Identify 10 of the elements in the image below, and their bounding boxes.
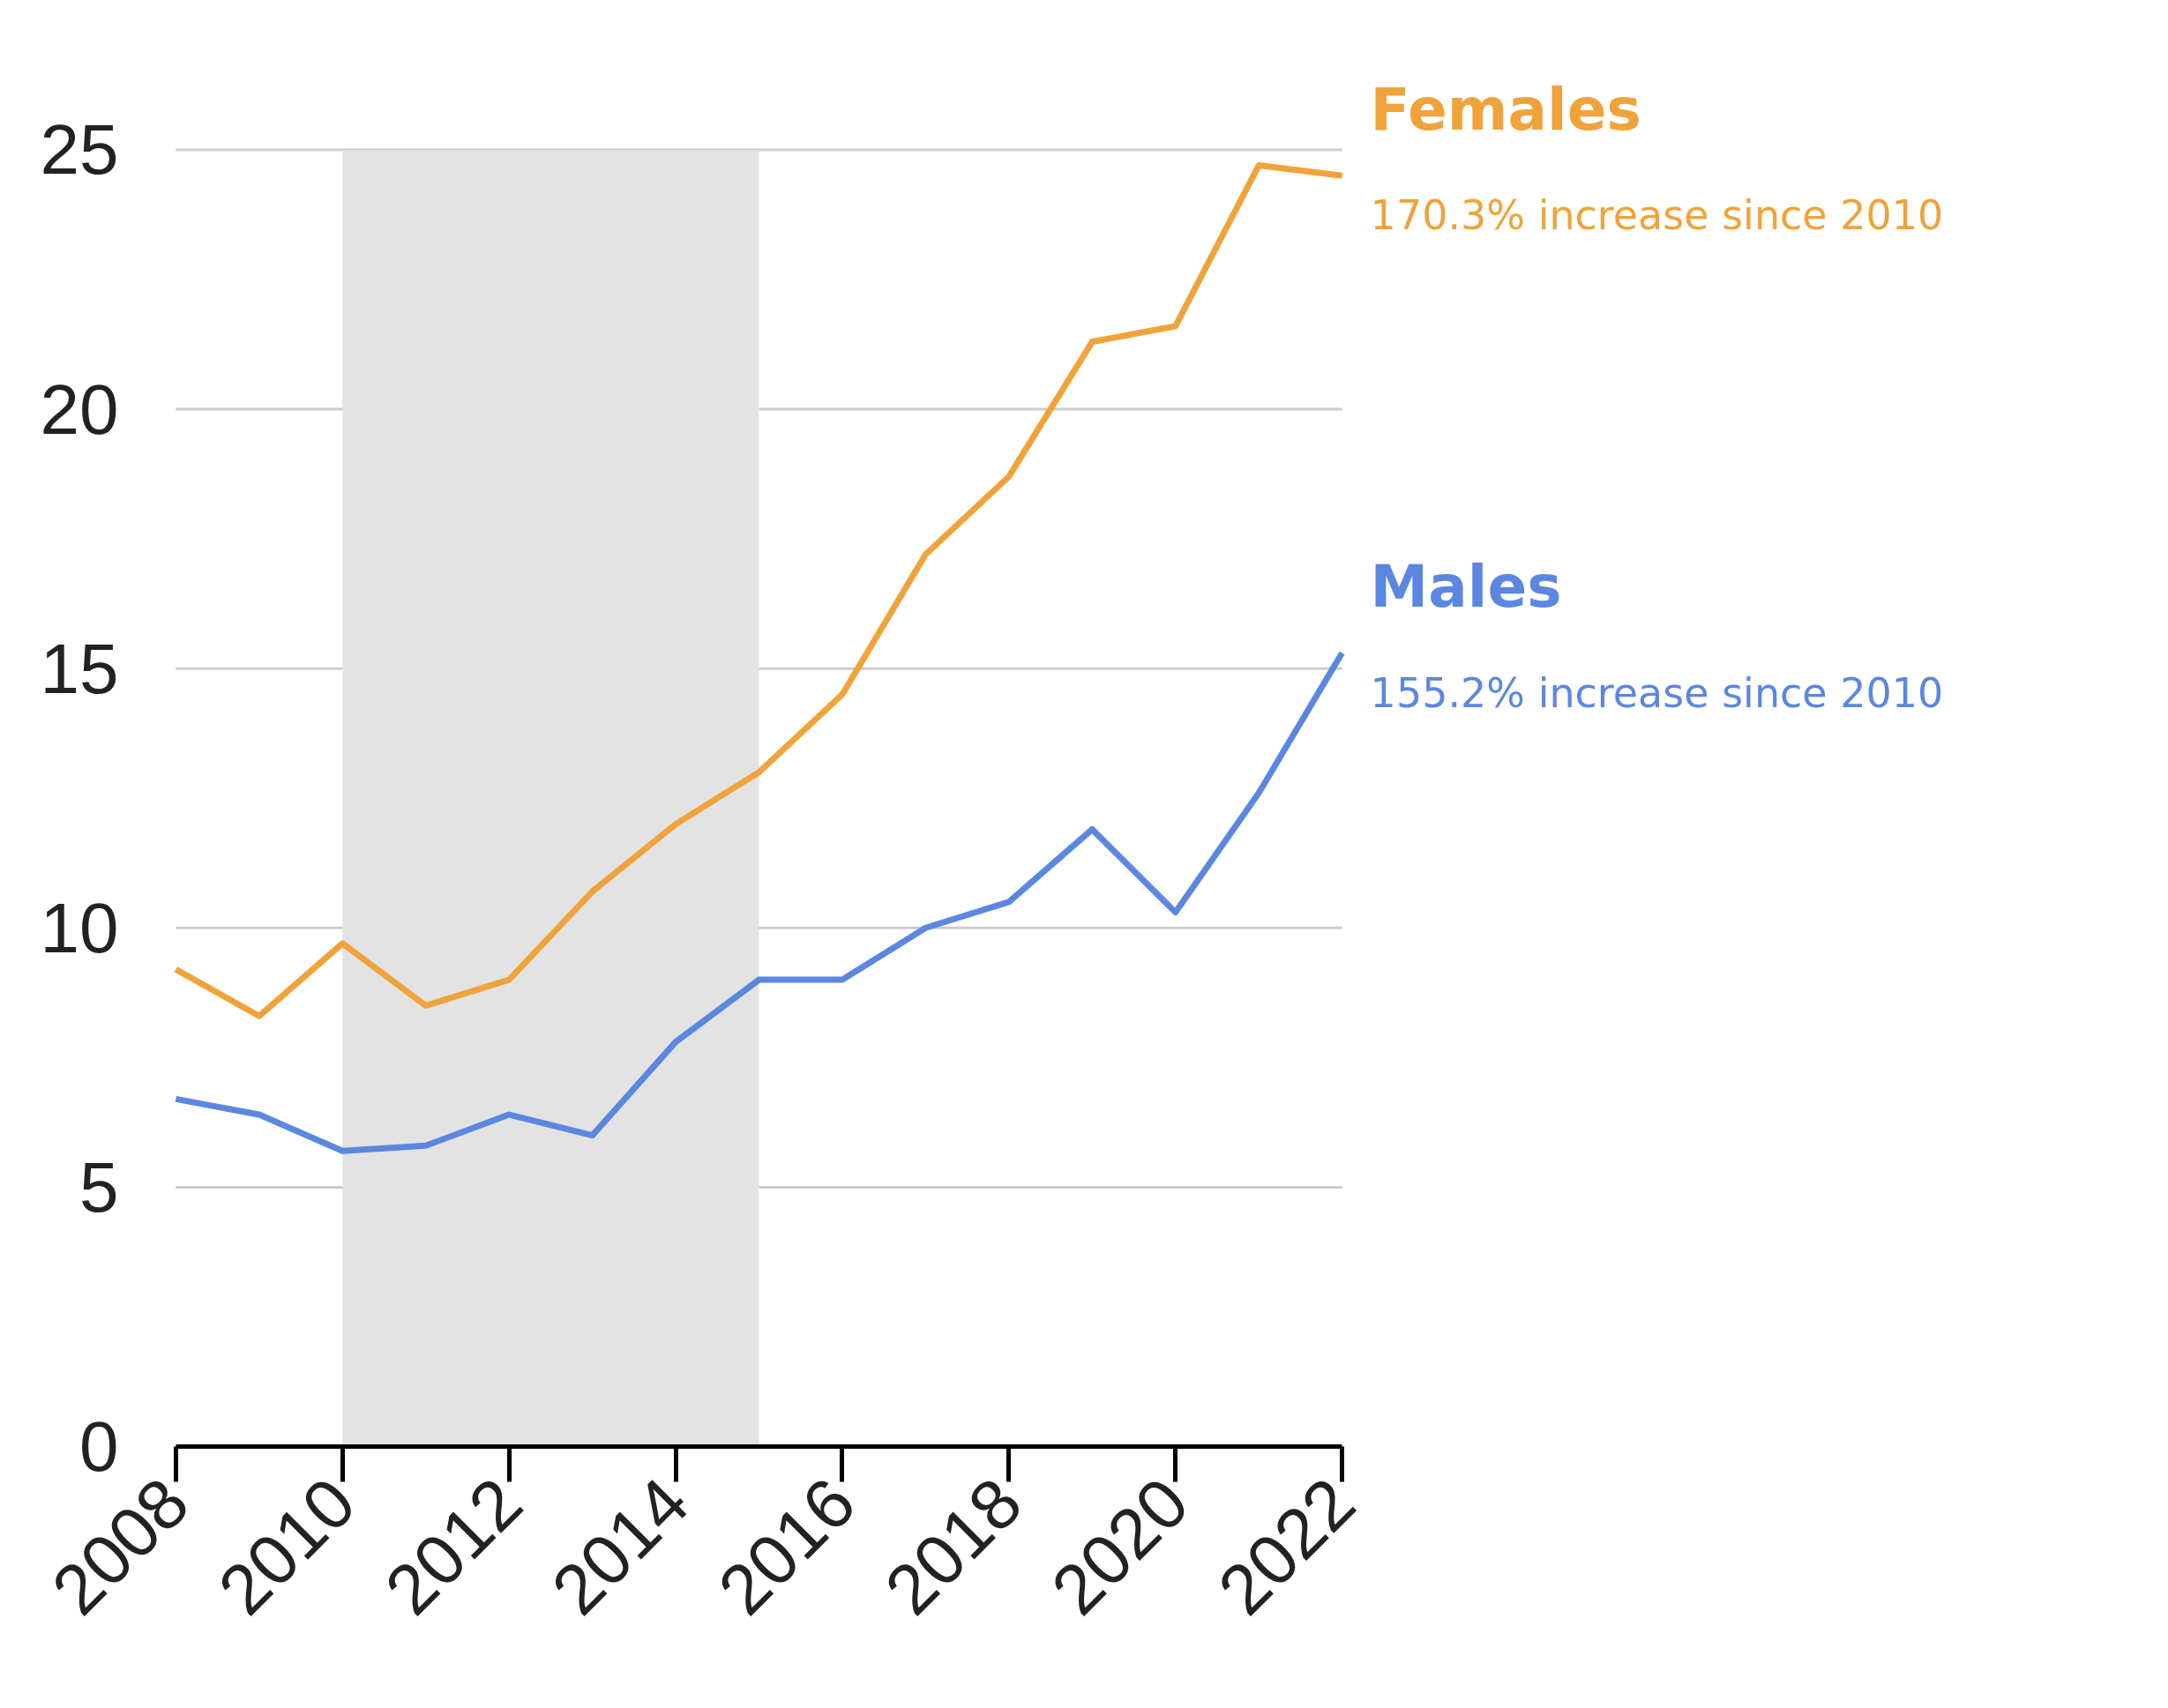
y-tick-label: 10 <box>40 888 119 967</box>
y-tick-label: 0 <box>79 1407 119 1486</box>
series-label: Males <box>1370 553 1562 621</box>
y-tick-label: 5 <box>79 1147 119 1227</box>
y-tick-label: 25 <box>40 110 119 190</box>
y-tick-label: 20 <box>40 369 119 449</box>
annotation: 170.3% increase since 2010 <box>1370 191 1944 240</box>
series-label: Females <box>1370 75 1641 144</box>
annotation: 155.2% increase since 2010 <box>1370 668 1944 717</box>
y-tick-label: 15 <box>40 629 119 708</box>
